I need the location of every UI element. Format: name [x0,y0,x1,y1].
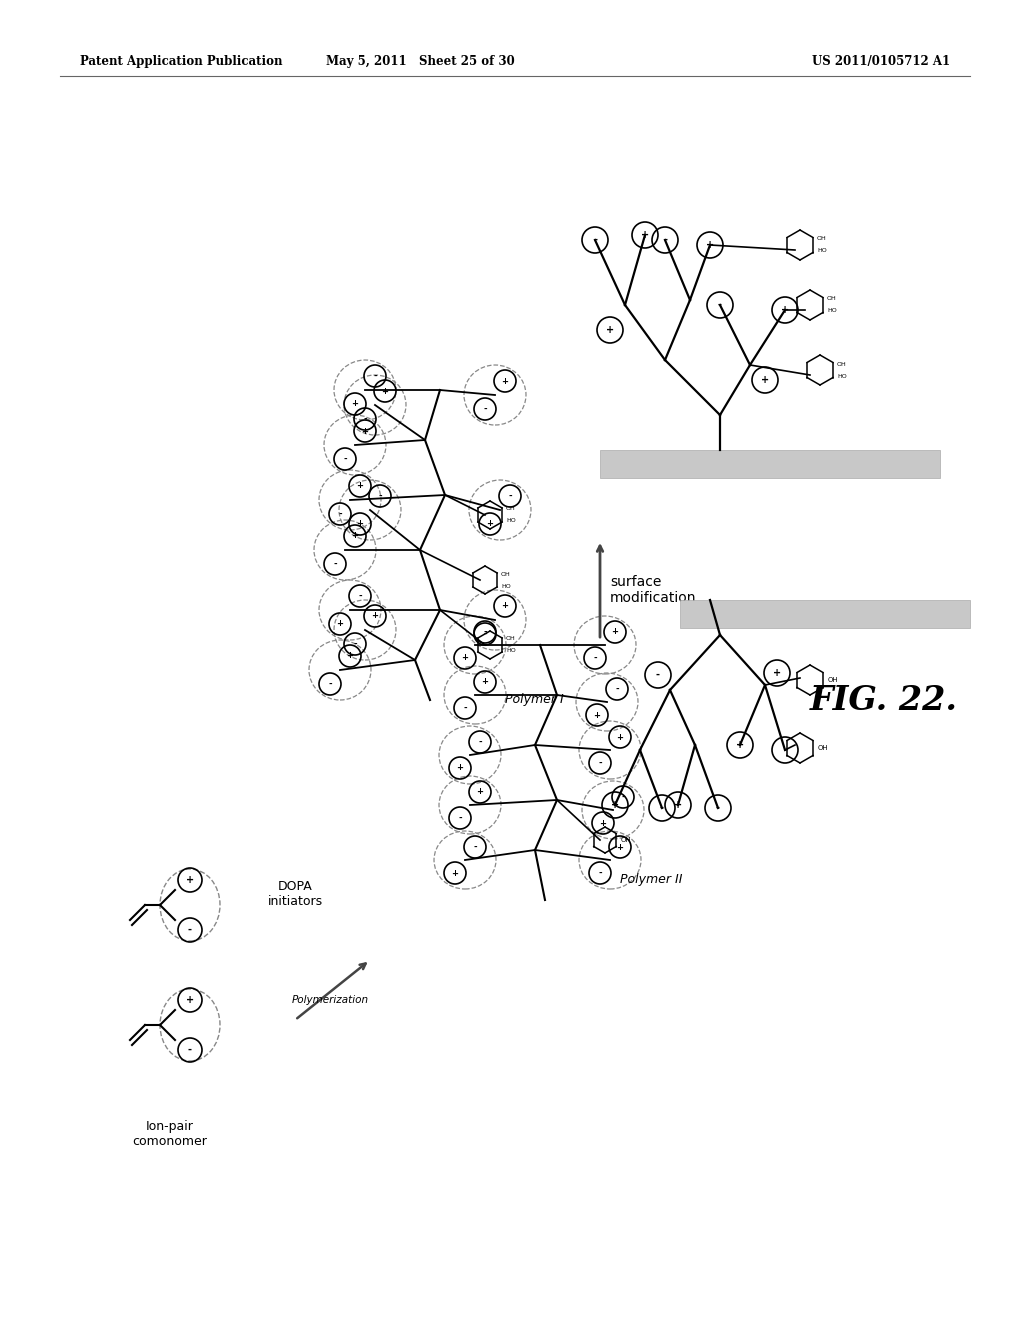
Text: +: + [502,376,509,385]
Text: +: + [611,627,618,636]
Text: +: + [599,818,606,828]
Text: OH: OH [818,744,828,751]
Text: -: - [328,680,332,689]
Text: OH: OH [827,297,837,301]
Text: +: + [641,230,649,240]
Text: May 5, 2011   Sheet 25 of 30: May 5, 2011 Sheet 25 of 30 [326,55,514,69]
Text: +: + [486,520,494,528]
Text: Polymerization: Polymerization [292,995,369,1005]
Text: -: - [378,491,382,500]
Text: OH: OH [837,362,847,367]
Text: +: + [186,995,195,1005]
Text: -: - [783,744,787,755]
Text: -: - [353,639,356,648]
Text: OH: OH [828,677,839,682]
Text: -: - [483,630,486,639]
Text: HO: HO [827,309,837,314]
Text: +: + [457,763,464,772]
Text: -: - [598,869,602,878]
Text: Patent Application Publication: Patent Application Publication [80,55,283,69]
Bar [680,601,970,628]
Text: +: + [351,400,358,408]
Text: +: + [382,387,388,396]
Text: +: + [706,240,714,249]
Text: +: + [502,602,509,610]
Text: -: - [593,653,597,663]
Text: +: + [611,800,620,810]
Text: +: + [372,611,379,620]
Text: -: - [373,371,377,380]
Bar [600,450,940,478]
Text: HO: HO [501,583,511,589]
Text: -: - [615,685,618,693]
Text: +: + [356,520,364,528]
Text: DOPA
initiators: DOPA initiators [267,880,323,908]
Text: +: + [606,325,614,335]
Text: -: - [478,738,482,747]
Text: HO: HO [506,519,516,524]
Text: OH: OH [621,837,632,843]
Text: OH: OH [506,636,516,642]
Text: +: + [616,733,624,742]
Text: US 2011/0105712 A1: US 2011/0105712 A1 [812,55,950,69]
Text: +: + [674,800,682,810]
Text: -: - [483,404,486,413]
Text: -: - [593,235,597,246]
Text: -: - [656,671,660,680]
Text: -: - [598,759,602,767]
Text: +: + [761,375,769,385]
Text: OH: OH [506,507,516,511]
Text: -: - [343,454,347,463]
Text: +: + [616,842,624,851]
Text: -: - [188,1045,193,1055]
Text: HO: HO [506,648,516,653]
Text: -: - [483,627,486,636]
Text: +: + [462,653,469,663]
Text: HO: HO [817,248,826,253]
Text: -: - [333,560,337,569]
Text: HO: HO [837,374,847,379]
Text: +: + [481,677,488,686]
Text: +: + [356,482,364,491]
Text: -: - [718,300,722,310]
Text: +: + [773,668,781,678]
Text: +: + [736,741,744,750]
Text: -: - [188,925,193,935]
Text: +: + [781,305,790,315]
Text: +: + [337,619,343,628]
Text: -: - [663,235,667,246]
Text: -: - [508,491,512,500]
Text: +: + [361,426,369,436]
Text: -: - [358,591,361,601]
Text: Polymer II: Polymer II [620,874,683,887]
Text: -: - [622,792,625,801]
Text: -: - [364,414,367,424]
Text: Polymer I: Polymer I [505,693,564,706]
Text: -: - [473,842,477,851]
Text: surface
modification: surface modification [610,576,696,605]
Text: +: + [452,869,459,878]
Text: -: - [660,803,664,813]
Text: +: + [346,652,353,660]
Text: -: - [463,704,467,713]
Text: OH: OH [501,572,511,577]
Text: -: - [338,510,342,519]
Text: +: + [186,875,195,884]
Text: Ion-pair
comonomer: Ion-pair comonomer [132,1119,208,1148]
Text: +: + [351,532,358,540]
Text: -: - [458,813,462,822]
Text: OH: OH [817,236,826,242]
Text: -: - [716,803,720,813]
Text: +: + [476,788,483,796]
Text: FIG. 22.: FIG. 22. [810,684,958,717]
Text: +: + [594,710,600,719]
